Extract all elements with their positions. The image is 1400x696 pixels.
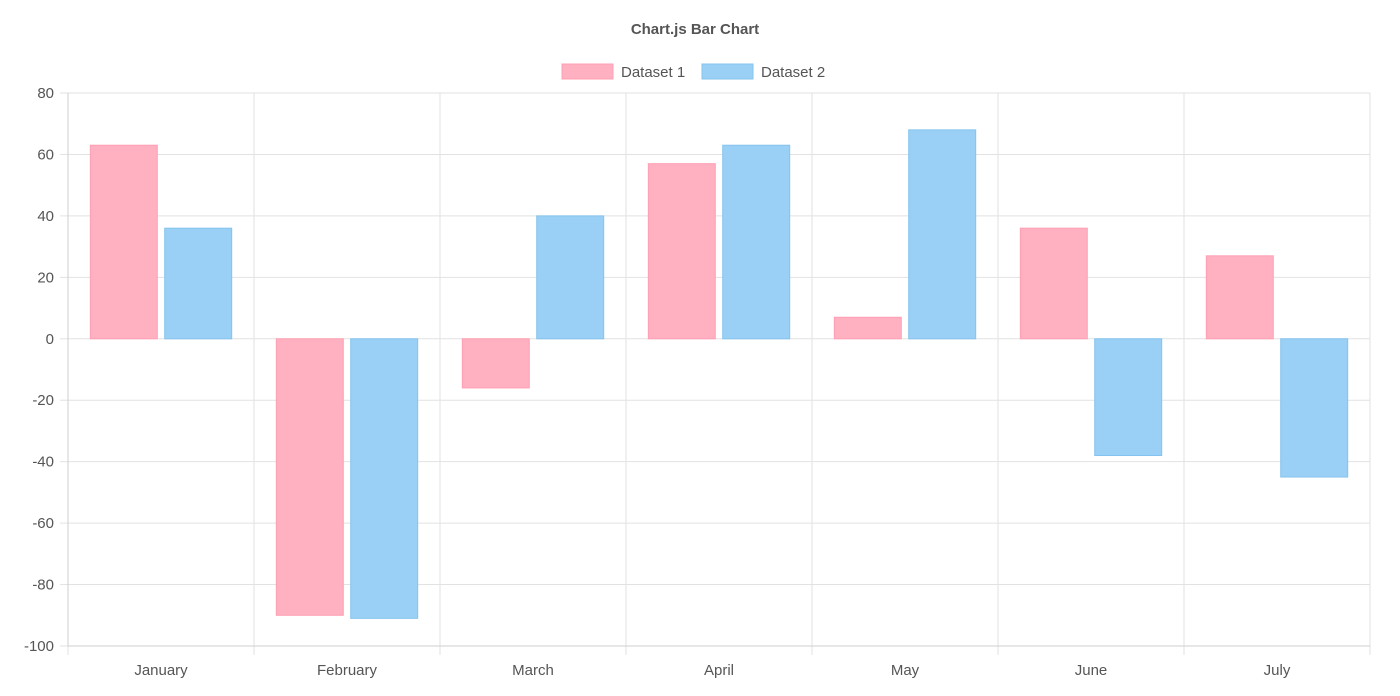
bar-dataset-1-january[interactable]: [89, 144, 158, 340]
legend-item-dataset-2[interactable]: Dataset 2: [701, 63, 825, 81]
y-tick-label: -80: [32, 577, 54, 594]
bar-dataset-2-february[interactable]: [350, 338, 419, 619]
y-tick-label: 0: [46, 331, 54, 348]
bar-dataset-1-may[interactable]: [833, 316, 902, 340]
bar-dataset-2-may[interactable]: [908, 129, 977, 340]
bar-dataset-1-july[interactable]: [1205, 255, 1274, 340]
bars: [89, 129, 1349, 619]
legend: Dataset 1 Dataset 2: [561, 63, 825, 81]
x-tick-label-july: July: [1264, 662, 1291, 679]
bar-dataset-2-march[interactable]: [536, 215, 605, 340]
y-axis-ticks: 80 60 40 20 0 -20 -40 -60 -80 -100: [24, 85, 54, 655]
y-tick-label: 60: [37, 146, 54, 163]
x-tick-label-june: June: [1075, 662, 1108, 679]
y-tick-label: 20: [37, 269, 54, 286]
legend-label-dataset-1: Dataset 1: [621, 64, 685, 81]
x-tick-label-may: May: [891, 662, 920, 679]
x-tick-label-february: February: [317, 662, 378, 679]
bar-dataset-2-april[interactable]: [722, 144, 791, 340]
x-tick-label-january: January: [134, 662, 188, 679]
bar-dataset-1-february[interactable]: [275, 338, 344, 616]
legend-swatch-dataset-1: [561, 63, 614, 80]
bar-dataset-2-june[interactable]: [1094, 338, 1163, 457]
x-tick-label-april: April: [704, 662, 734, 679]
legend-swatch-dataset-2: [701, 63, 754, 80]
y-tick-label: -40: [32, 454, 54, 471]
x-tick-label-march: March: [512, 662, 554, 679]
y-tick-label: -60: [32, 515, 54, 532]
legend-label-dataset-2: Dataset 2: [761, 64, 825, 81]
y-tick-label: 80: [37, 85, 54, 102]
bar-dataset-1-april[interactable]: [647, 163, 716, 340]
legend-item-dataset-1[interactable]: Dataset 1: [561, 63, 685, 81]
y-tick-label: 40: [37, 208, 54, 225]
bar-dataset-1-march[interactable]: [461, 338, 530, 389]
bar-dataset-2-july[interactable]: [1280, 338, 1349, 478]
bar-dataset-1-june[interactable]: [1019, 227, 1088, 340]
y-tick-label: -20: [32, 392, 54, 409]
y-tick-label: -100: [24, 638, 54, 655]
chart-title: Chart.js Bar Chart: [631, 21, 759, 38]
x-axis-ticks: January February March April May June July: [134, 662, 1291, 679]
bar-dataset-2-january[interactable]: [164, 227, 233, 340]
